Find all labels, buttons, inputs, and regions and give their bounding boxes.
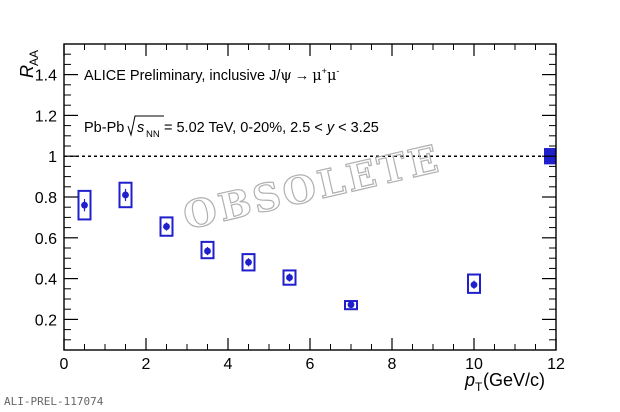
x-tick-label: 8 [388, 356, 397, 373]
x-axis-label: p T (GeV/c) [464, 370, 545, 394]
x-tick-label: 4 [224, 356, 233, 373]
data-point [286, 274, 293, 281]
y-tick-label: 1 [48, 149, 57, 166]
systematic-box [282, 269, 297, 286]
y-axis-label: R AA [17, 50, 41, 78]
figure-id-label: ALI-PREL-117074 [4, 395, 104, 408]
data-point [122, 191, 129, 199]
y-tick-label: 0.4 [35, 272, 57, 289]
svg-text:(GeV/c): (GeV/c) [483, 370, 545, 390]
x-tick-label: 2 [142, 356, 151, 373]
systematic-box [241, 253, 256, 272]
svg-text:AA: AA [27, 50, 41, 66]
annotation-line-2: Pb-Pb s NN = 5.02 TeV, 0-20%, 2.5 < y < … [84, 115, 379, 140]
svg-text:= 5.02 TeV, 0-20%, 2.5 < y < 3: = 5.02 TeV, 0-20%, 2.5 < y < 3.25 [164, 120, 379, 136]
systematic-box [159, 216, 174, 237]
data-point [163, 223, 170, 230]
svg-text:s: s [137, 120, 144, 136]
y-tick-label: 1.4 [35, 68, 57, 85]
systematic-box [118, 181, 133, 209]
systematic-box [467, 273, 481, 294]
y-tick-label: 0.8 [35, 190, 57, 207]
x-tick-label: 0 [60, 356, 69, 373]
annotation-line-1: ALICE Preliminary, inclusive J/ψ → μ+μ- [84, 66, 339, 84]
data-point [470, 281, 478, 289]
data-point [81, 201, 88, 209]
systematic-box [200, 240, 215, 260]
data-point [204, 247, 211, 255]
svg-text:NN: NN [146, 129, 160, 140]
data-point [347, 301, 355, 309]
systematic-box [77, 189, 92, 221]
y-tick-label: 0.6 [35, 231, 57, 248]
x-tick-label: 12 [547, 356, 565, 373]
obsolete-watermark: OBSOLETE [179, 135, 445, 238]
svg-text:R: R [17, 65, 37, 78]
systematic-box [344, 300, 358, 311]
data-point [245, 258, 252, 266]
svg-text:T: T [475, 380, 483, 394]
sqrt-sign-icon [127, 115, 164, 137]
y-tick-label: 1.2 [35, 108, 57, 125]
x-tick-label: 6 [306, 356, 315, 373]
svg-text:p: p [464, 370, 475, 390]
svg-text:Pb-Pb: Pb-Pb [84, 120, 124, 136]
x-tick-label: 10 [465, 356, 483, 373]
y-tick-label: 0.2 [35, 312, 57, 329]
